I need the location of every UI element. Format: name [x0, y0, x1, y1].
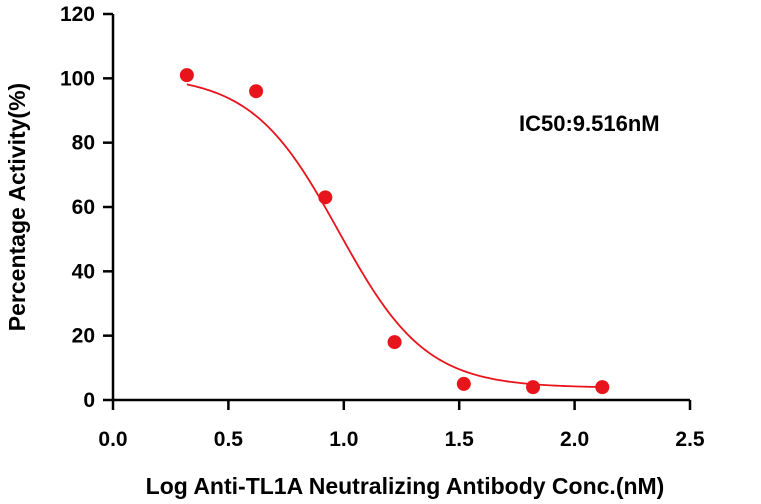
ic50-annotation: IC50:9.516nM	[519, 111, 660, 136]
y-tick-label: 40	[72, 260, 95, 283]
y-tick-label: 20	[72, 325, 95, 348]
x-tick-label: 1.0	[329, 428, 358, 451]
x-tick-label: 1.5	[445, 428, 475, 451]
x-tick-label: 2.0	[560, 428, 589, 451]
y-ticks: 0 20 40 60 80 100 120	[60, 3, 113, 412]
data-point	[595, 380, 610, 395]
data-point	[179, 68, 194, 83]
x-tick-label: 0.5	[214, 428, 244, 451]
data-point	[526, 380, 541, 395]
data-point	[249, 84, 264, 99]
data-points	[179, 68, 610, 395]
data-point	[456, 376, 471, 391]
x-tick-label: 0.0	[98, 428, 127, 451]
data-point	[387, 335, 402, 350]
y-tick-label: 120	[60, 3, 95, 26]
x-axis-title: Log Anti-TL1A Neutralizing Antibody Conc…	[146, 473, 665, 499]
y-axis-title: Percentage Activity(%)	[4, 83, 30, 331]
data-point	[318, 190, 333, 205]
y-tick-label: 80	[72, 132, 95, 155]
x-tick-label: 2.5	[675, 428, 705, 451]
y-tick-label: 0	[83, 389, 95, 412]
y-tick-label: 60	[72, 196, 95, 219]
x-ticks: 0.0 0.5 1.0 1.5 2.0 2.5	[98, 400, 705, 451]
y-tick-label: 100	[60, 67, 95, 90]
